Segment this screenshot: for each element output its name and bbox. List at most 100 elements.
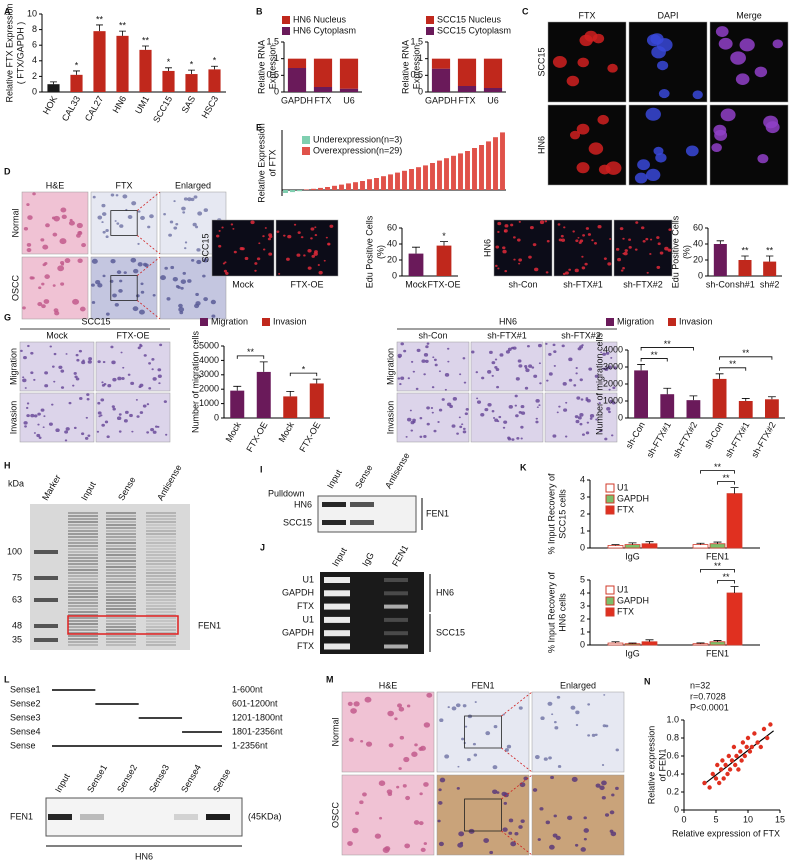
band (68, 590, 98, 592)
image-detail (730, 51, 746, 65)
legend-swatch (605, 596, 615, 606)
image-detail (65, 353, 68, 355)
unit-label: kDa (8, 478, 24, 488)
legend-label: SCC15 Cytoplasm (437, 25, 511, 35)
band (324, 630, 350, 637)
image-detail (463, 381, 467, 384)
image-detail (314, 250, 318, 254)
band (324, 603, 350, 610)
point (713, 776, 719, 781)
bar (162, 70, 175, 92)
image-detail (163, 400, 167, 403)
image-detail (576, 123, 590, 135)
image-detail (597, 114, 609, 125)
bracket (717, 481, 735, 485)
image-detail (170, 265, 175, 270)
image-detail (42, 244, 49, 250)
band (68, 620, 98, 622)
image-detail (615, 786, 619, 790)
image-detail (575, 367, 578, 369)
image-detail (576, 396, 581, 400)
image-detail (591, 733, 596, 737)
axis-title: Expression (411, 45, 421, 90)
image-detail (605, 724, 609, 728)
image-detail (539, 382, 542, 385)
image-detail (589, 414, 595, 418)
x-tick-label: SCC15 (151, 94, 174, 124)
legend-swatch (605, 585, 615, 595)
band (106, 569, 136, 571)
axis-title: Relative Expression (256, 123, 266, 203)
band (106, 599, 136, 601)
image-detail (177, 285, 181, 289)
image-detail (398, 355, 401, 359)
image-detail (637, 159, 650, 171)
image-detail (65, 427, 70, 431)
image (470, 392, 544, 443)
legend-label: Underexpression(n=3) (313, 134, 402, 144)
bracket (289, 372, 318, 377)
band (106, 596, 136, 598)
image-detail (190, 197, 195, 202)
image-detail (137, 242, 140, 245)
image-detail (532, 243, 537, 247)
image-detail (155, 425, 158, 428)
image-detail (412, 370, 416, 373)
image-detail (142, 262, 148, 267)
image-detail (451, 706, 457, 711)
significance: ** (247, 347, 255, 357)
image-detail (492, 417, 496, 419)
image-detail (439, 777, 446, 783)
band (68, 584, 98, 586)
y-tick-label: 1.5 (266, 36, 279, 46)
significance: * (213, 56, 217, 66)
significance: * (190, 60, 194, 70)
image-detail (33, 378, 36, 381)
bar-segment (457, 58, 477, 86)
image-detail (433, 358, 437, 362)
image-detail (515, 414, 519, 418)
row-label: SCC15 (283, 517, 312, 527)
bar (486, 141, 491, 190)
image-detail (60, 282, 65, 286)
image-detail (173, 200, 176, 203)
point (733, 762, 738, 768)
image-detail (86, 398, 90, 401)
image-detail (26, 243, 32, 247)
image-detail (503, 420, 508, 424)
image-detail (487, 370, 492, 374)
bar (465, 151, 470, 190)
band (106, 587, 136, 589)
construct-range: 1801-2356nt (232, 726, 283, 736)
image-detail (101, 203, 106, 208)
band (206, 814, 230, 820)
y-tick-label: 0.2 (666, 786, 679, 796)
target-label: FEN1 (426, 508, 449, 518)
band (106, 641, 136, 643)
image-detail (604, 813, 610, 817)
image-detail (23, 421, 28, 425)
band (146, 620, 176, 622)
image-detail (603, 694, 606, 696)
band (68, 641, 98, 643)
image-detail (517, 359, 522, 363)
image-detail (553, 364, 556, 367)
band (68, 560, 98, 562)
bar-segment (287, 58, 307, 68)
image-detail (544, 220, 548, 223)
image-detail (352, 827, 359, 834)
point (718, 767, 724, 772)
band (322, 520, 346, 525)
y-tick-label: 1 (580, 525, 585, 535)
point (710, 771, 715, 777)
band (106, 605, 136, 607)
legend-swatch (302, 136, 310, 144)
image-detail (592, 33, 605, 44)
annotation: P<0.0001 (690, 702, 729, 712)
image-detail (503, 801, 508, 805)
image-detail (567, 815, 573, 821)
image-detail (30, 413, 35, 418)
band (106, 539, 136, 541)
image-detail (314, 226, 317, 229)
image-detail (268, 233, 273, 237)
